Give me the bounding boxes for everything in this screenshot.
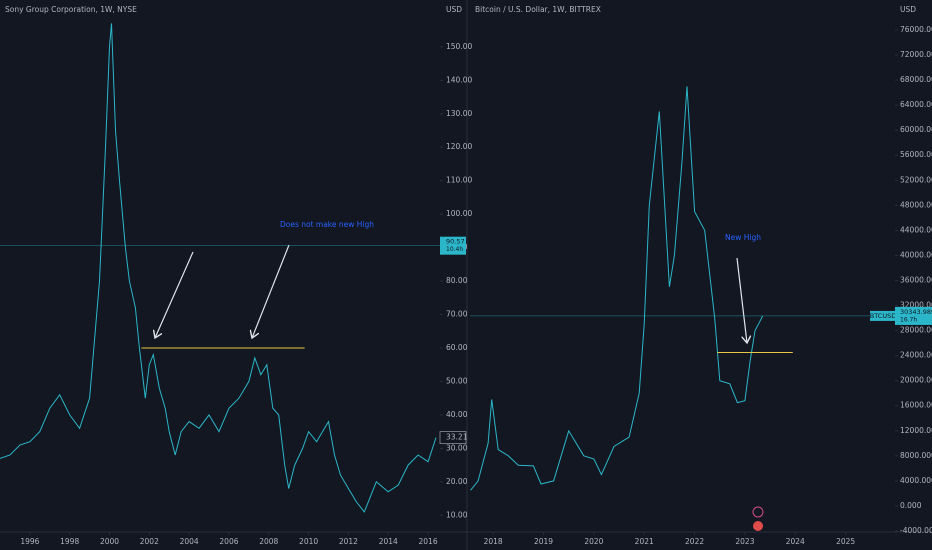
y-tick-label: 0.000 bbox=[900, 501, 922, 510]
event-icon bbox=[752, 506, 764, 518]
y-tick-label: 80.00 bbox=[446, 276, 468, 285]
y-tick-label: 20000.000 bbox=[900, 376, 932, 385]
x-tick-label: 2019 bbox=[534, 537, 553, 546]
arrow bbox=[252, 244, 290, 338]
y-unit: USD bbox=[900, 5, 916, 14]
symbol-box bbox=[870, 310, 896, 321]
x-tick-label: 2020 bbox=[584, 537, 603, 546]
price-box bbox=[440, 236, 466, 255]
y-tick-label: 70.00 bbox=[446, 310, 468, 319]
y-tick-label: 56000.000 bbox=[900, 150, 932, 159]
x-tick-label: 2023 bbox=[735, 537, 754, 546]
y-tick-label: 10.00 bbox=[446, 510, 468, 519]
arrow bbox=[736, 257, 747, 343]
x-tick-label: 2025 bbox=[836, 537, 855, 546]
last-price-label: 33.21 bbox=[446, 433, 468, 442]
event-icon bbox=[753, 521, 763, 531]
price-line bbox=[0, 23, 437, 513]
chart-title: Sony Group Corporation, 1W, NYSE bbox=[5, 5, 137, 14]
price-box bbox=[895, 306, 932, 325]
y-tick-label: 28000.000 bbox=[900, 326, 932, 335]
y-tick-label: 50.00 bbox=[446, 376, 468, 385]
y-tick-label: 44000.000 bbox=[900, 225, 932, 234]
y-tick-label: 36000.000 bbox=[900, 275, 932, 284]
y-tick-label: -4000.000 bbox=[900, 526, 932, 535]
y-tick-label: 48000.000 bbox=[900, 200, 932, 209]
y-tick-label: 60000.000 bbox=[900, 125, 932, 134]
x-tick-label: 2016 bbox=[419, 537, 438, 546]
price-label: 30343.989 bbox=[900, 308, 932, 316]
y-tick-label: 40.00 bbox=[446, 410, 468, 419]
y-tick-label: 16000.000 bbox=[900, 401, 932, 410]
arrow bbox=[155, 251, 194, 338]
y-tick-label: 120.00 bbox=[446, 142, 472, 151]
y-tick-label: 52000.000 bbox=[900, 175, 932, 184]
y-tick-label: 24000.000 bbox=[900, 351, 932, 360]
x-tick-label: 2006 bbox=[219, 537, 238, 546]
y-tick-label: 100.00 bbox=[446, 209, 472, 218]
y-tick-label: 140.00 bbox=[446, 75, 472, 84]
x-tick-label: 2021 bbox=[635, 537, 654, 546]
chart-title: Bitcoin / U.S. Dollar, 1W, BITTREX bbox=[475, 5, 601, 14]
x-tick-label: 2000 bbox=[100, 537, 119, 546]
x-tick-label: 2004 bbox=[180, 537, 199, 546]
last-price-box bbox=[439, 431, 467, 444]
x-tick-label: 2018 bbox=[484, 537, 503, 546]
y-tick-label: 68000.000 bbox=[900, 75, 932, 84]
y-tick-label: 20.00 bbox=[446, 477, 468, 486]
price-label: 90.57 bbox=[446, 238, 465, 246]
x-tick-label: 2010 bbox=[299, 537, 318, 546]
symbol-label: BTCUSD bbox=[870, 312, 896, 320]
x-tick-label: 2024 bbox=[786, 537, 805, 546]
x-tick-label: 1996 bbox=[20, 537, 39, 546]
y-tick-label: 40000.000 bbox=[900, 250, 932, 259]
x-tick-label: 2022 bbox=[685, 537, 704, 546]
price-sub: 16.7h bbox=[900, 316, 917, 323]
x-tick-label: 2012 bbox=[339, 537, 358, 546]
x-tick-label: 1998 bbox=[60, 537, 79, 546]
y-unit: USD bbox=[446, 5, 462, 14]
y-tick-label: 64000.000 bbox=[900, 100, 932, 109]
y-tick-label: 4000.000 bbox=[900, 476, 932, 485]
y-tick-label: 12000.000 bbox=[900, 426, 932, 435]
x-tick-label: 2014 bbox=[379, 537, 398, 546]
y-tick-label: 72000.000 bbox=[900, 50, 932, 59]
annotation: New High bbox=[725, 233, 761, 242]
x-tick-label: 2002 bbox=[140, 537, 159, 546]
y-tick-label: 60.00 bbox=[446, 343, 468, 352]
x-tick-label: 2008 bbox=[259, 537, 278, 546]
price-sub: 10.4h bbox=[446, 246, 463, 253]
y-tick-label: 76000.000 bbox=[900, 25, 932, 34]
annotation: Does not make new High bbox=[280, 220, 374, 229]
y-tick-label: 30.00 bbox=[446, 443, 468, 452]
price-line bbox=[470, 86, 764, 491]
y-tick-label: 8000.000 bbox=[900, 451, 932, 460]
y-tick-label: 150.00 bbox=[446, 42, 472, 51]
y-tick-label: 110.00 bbox=[446, 176, 472, 185]
y-tick-label: 32000.000 bbox=[900, 301, 932, 310]
y-tick-label: 130.00 bbox=[446, 109, 472, 118]
